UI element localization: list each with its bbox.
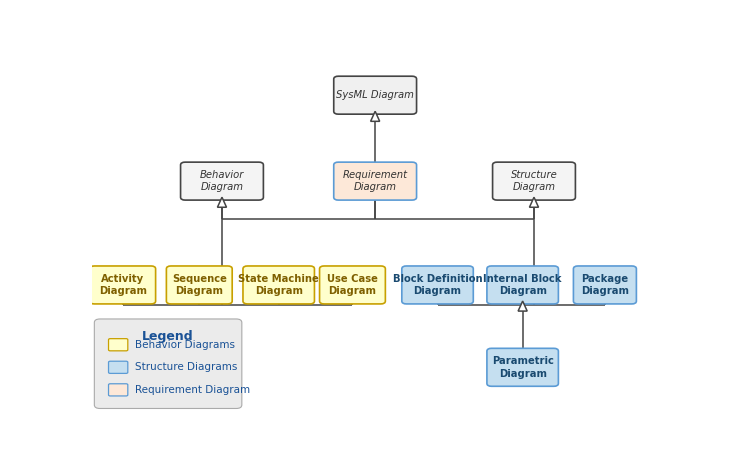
FancyBboxPatch shape: [320, 266, 385, 304]
Text: Use Case
Diagram: Use Case Diagram: [327, 274, 378, 296]
FancyBboxPatch shape: [402, 266, 474, 304]
FancyBboxPatch shape: [493, 162, 575, 200]
Polygon shape: [370, 111, 380, 121]
Text: Requirement Diagram: Requirement Diagram: [135, 385, 250, 395]
FancyBboxPatch shape: [90, 266, 156, 304]
FancyBboxPatch shape: [334, 162, 417, 200]
FancyBboxPatch shape: [573, 266, 636, 304]
Text: Legend: Legend: [142, 331, 194, 344]
Polygon shape: [529, 197, 539, 207]
FancyBboxPatch shape: [108, 361, 128, 373]
Text: Structure Diagrams: Structure Diagrams: [135, 362, 238, 372]
Text: Package
Diagram: Package Diagram: [581, 274, 629, 296]
FancyBboxPatch shape: [487, 348, 559, 386]
Text: Sequence
Diagram: Sequence Diagram: [172, 274, 227, 296]
FancyBboxPatch shape: [181, 162, 264, 200]
FancyBboxPatch shape: [108, 339, 128, 351]
FancyBboxPatch shape: [334, 76, 417, 114]
Text: SysML Diagram: SysML Diagram: [336, 90, 414, 100]
Polygon shape: [518, 301, 527, 311]
FancyBboxPatch shape: [243, 266, 315, 304]
Text: Structure
Diagram: Structure Diagram: [511, 170, 557, 193]
Polygon shape: [217, 197, 226, 207]
FancyBboxPatch shape: [166, 266, 232, 304]
Text: Behavior Diagrams: Behavior Diagrams: [135, 340, 235, 350]
Text: Parametric
Diagram: Parametric Diagram: [492, 356, 553, 379]
FancyBboxPatch shape: [94, 319, 242, 408]
Text: Requirement
Diagram: Requirement Diagram: [343, 170, 408, 193]
Text: Block Definition
Diagram: Block Definition Diagram: [393, 274, 482, 296]
Text: Behavior
Diagram: Behavior Diagram: [200, 170, 244, 193]
Text: Activity
Diagram: Activity Diagram: [99, 274, 146, 296]
Text: State Machine
Diagram: State Machine Diagram: [239, 274, 319, 296]
Text: Internal Block
Diagram: Internal Block Diagram: [483, 274, 562, 296]
FancyBboxPatch shape: [487, 266, 559, 304]
FancyBboxPatch shape: [108, 384, 128, 396]
